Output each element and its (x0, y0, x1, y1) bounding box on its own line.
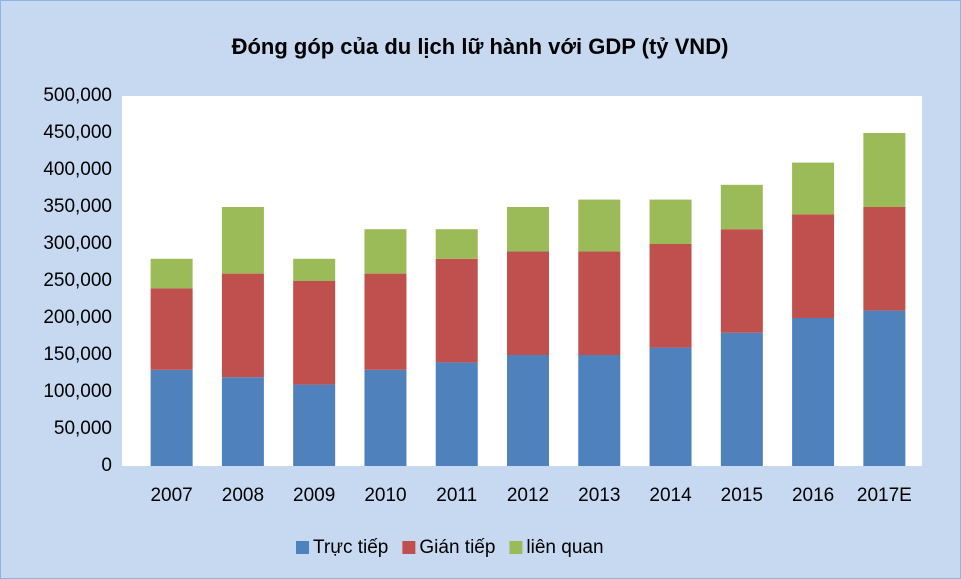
bar-segment (150, 258, 193, 289)
bar-segment (221, 207, 264, 274)
legend-swatch (296, 541, 309, 554)
y-tick-label: 200,000 (43, 307, 112, 328)
chart-title: Đóng góp của du lịch lữ hành với GDP (tỷ… (232, 34, 729, 59)
x-tick-label: 2015 (721, 485, 763, 506)
bar-segment (578, 251, 621, 355)
bar-segment (293, 384, 336, 466)
y-tick-label: 50,000 (54, 418, 112, 439)
legend-label: Gián tiếp (419, 537, 495, 558)
legend-label: Trực tiếp (313, 537, 388, 558)
y-tick-label: 100,000 (43, 381, 112, 402)
x-tick-label: 2011 (436, 485, 477, 506)
bar-segment (649, 244, 692, 348)
bar-segment (364, 369, 407, 466)
y-tick-label: 300,000 (43, 233, 112, 254)
bar-segment (720, 184, 763, 230)
bar-segment (507, 251, 549, 355)
bar-segment (863, 133, 906, 207)
y-tick-label: 0 (101, 455, 112, 476)
bar-segment (435, 258, 478, 363)
legend-label: liên quan (526, 537, 603, 558)
bar-segment (435, 229, 478, 259)
bar-segment (435, 362, 478, 466)
x-tick-label: 2012 (507, 485, 549, 506)
bar-segment (792, 318, 835, 466)
bar-segment (364, 273, 407, 370)
y-tick-label: 450,000 (43, 122, 112, 143)
bar-segment (221, 273, 264, 378)
x-tick-label: 2013 (578, 485, 620, 506)
bar-segment (507, 355, 549, 466)
bar-segment (649, 347, 692, 466)
x-tick-label: 2017E (857, 485, 912, 506)
bar-segment (221, 377, 264, 466)
x-tick-label: 2010 (364, 485, 406, 506)
x-tick-label: 2007 (150, 485, 192, 506)
y-tick-label: 150,000 (43, 344, 112, 365)
x-tick-label: 2008 (222, 485, 264, 506)
y-tick-label: 350,000 (43, 196, 112, 217)
bar-segment (293, 258, 336, 281)
bar-segment (578, 355, 621, 466)
bar-segment (364, 229, 407, 274)
bar-segment (863, 310, 906, 466)
x-tick-label: 2016 (792, 485, 834, 506)
y-tick-label: 500,000 (43, 85, 112, 106)
bar-segment (863, 207, 906, 311)
bar-segment (792, 162, 835, 215)
x-tick-label: 2009 (293, 485, 335, 506)
bar-segment (150, 288, 193, 370)
bar-segment (792, 214, 835, 318)
legend-swatch (509, 541, 523, 554)
bar-segment (293, 281, 336, 385)
bar-segment (578, 199, 621, 252)
bar-segment (720, 229, 763, 333)
y-tick-label: 400,000 (43, 159, 112, 180)
bar-segment (150, 369, 193, 466)
legend-swatch (402, 541, 416, 554)
bar-segment (720, 332, 763, 466)
y-tick-label: 250,000 (43, 270, 112, 291)
x-tick-label: 2014 (649, 485, 692, 506)
bar-segment (507, 207, 549, 252)
bar-segment (649, 199, 692, 244)
